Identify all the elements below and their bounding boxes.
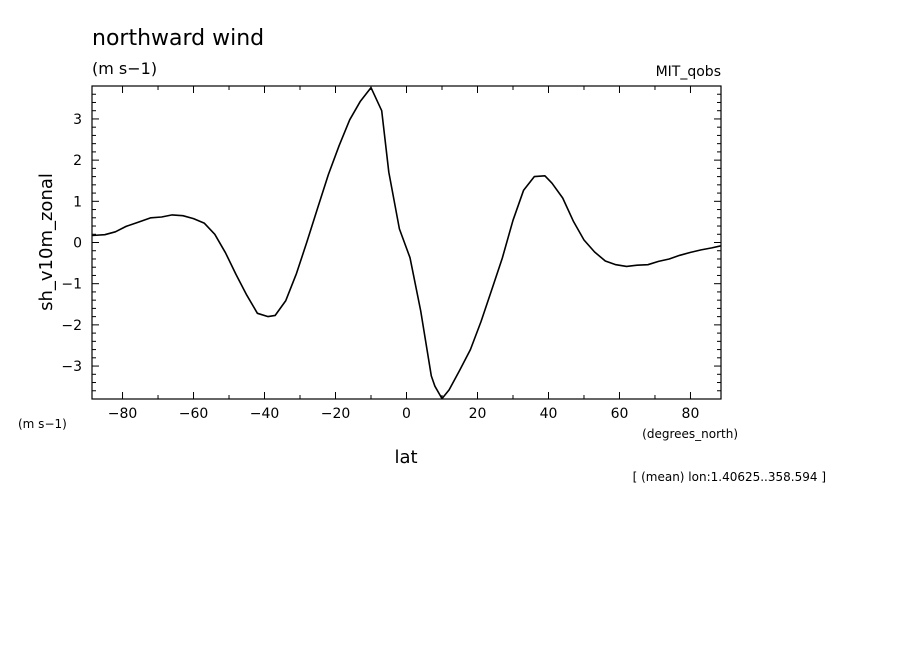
axis-ticks: −80 −60 −40 −20 0 20 40 60 80 3 2 1 0 −1 −2 −3 (61, 86, 721, 422)
y-tick-label: 3 (73, 112, 82, 128)
x-tick-label: −40 (250, 406, 280, 422)
x-tick-label: −20 (321, 406, 351, 422)
y-tick-label: 0 (73, 236, 82, 252)
x-tick-label: −60 (179, 406, 209, 422)
y-axis-units: (m s−1) (18, 417, 67, 431)
y-tick-label: −2 (61, 318, 82, 334)
y-tick-label: 2 (73, 153, 82, 169)
y-tick-label: 1 (73, 194, 82, 210)
chart-title: northward wind (92, 26, 264, 51)
x-axis-label: lat (394, 447, 417, 468)
x-tick-label: 0 (402, 406, 411, 422)
x-axis-units: (degrees_north) (642, 427, 738, 441)
plot-axes (91, 85, 722, 400)
series-line (91, 86, 722, 400)
plot-frame (91, 85, 722, 400)
x-tick-label: −80 (108, 406, 138, 422)
x-tick-label: 80 (682, 406, 700, 422)
y-tick-label: −1 (61, 277, 82, 293)
data-series (91, 86, 722, 400)
y-axis-label: sh_v10m_zonal (36, 173, 57, 311)
source-label: MIT_qobs (656, 64, 721, 80)
x-tick-label: 60 (611, 406, 629, 422)
x-tick-label: 40 (540, 406, 558, 422)
title-units: (m s−1) (92, 59, 157, 78)
x-tick-label: 20 (469, 406, 487, 422)
footnote: [ (mean) lon:1.40625..358.594 ] (633, 470, 826, 484)
y-tick-label: −3 (61, 359, 82, 375)
